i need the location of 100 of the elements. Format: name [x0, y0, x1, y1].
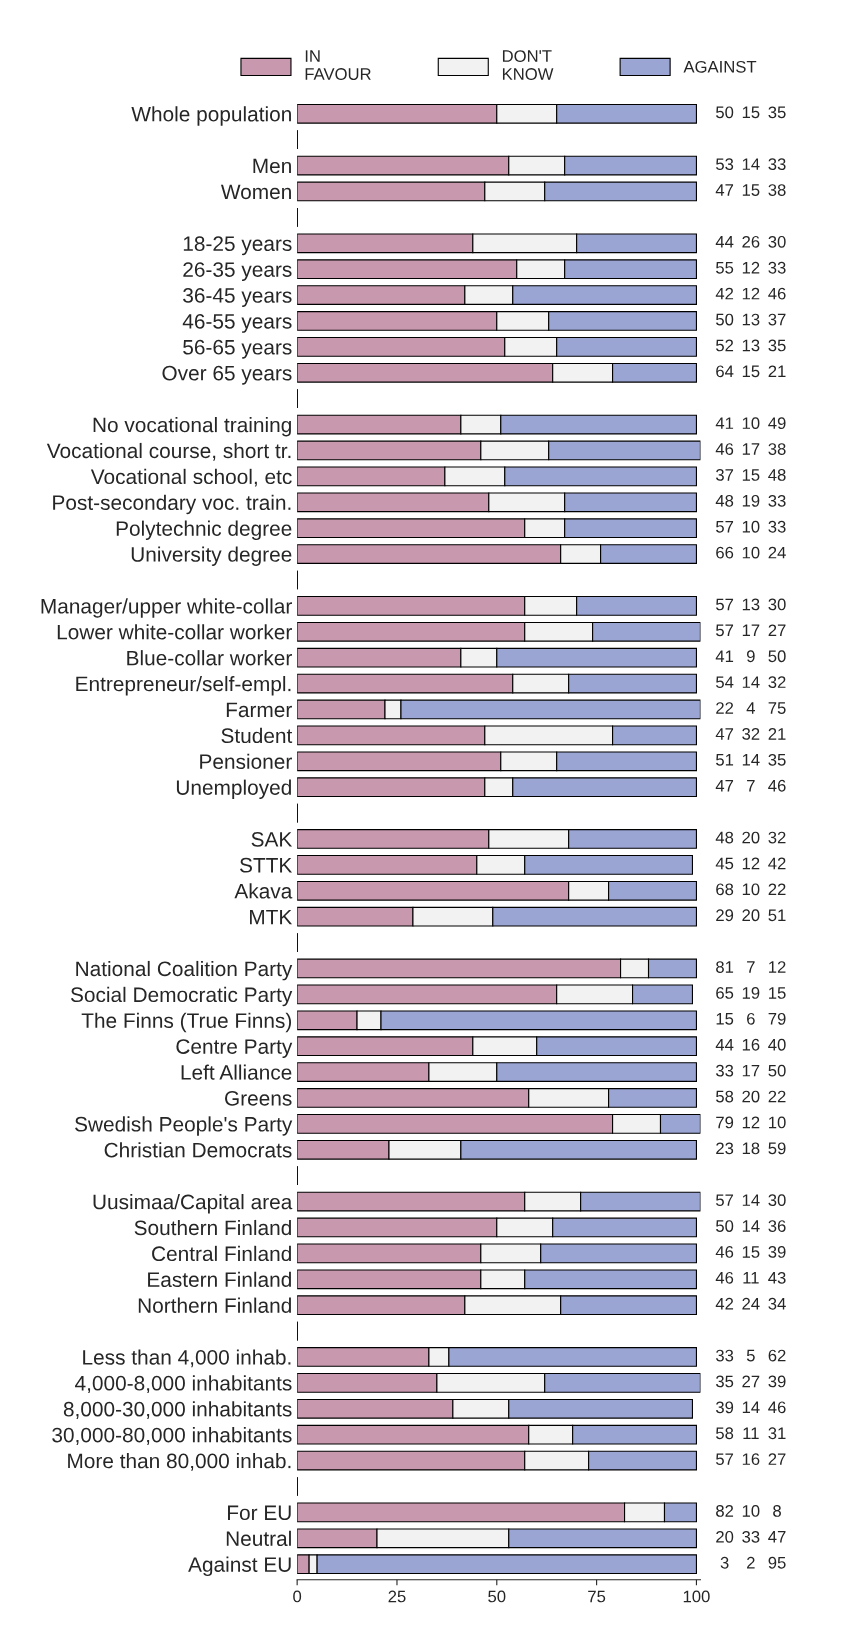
data-label: 42 — [715, 1297, 734, 1310]
data-label: 26 — [742, 235, 760, 248]
y-tick-label: Centre Party — [176, 1039, 293, 1059]
data-label: 45 — [715, 857, 734, 870]
y-tick-label: Swedish People's Party — [75, 1116, 293, 1136]
data-label: 14 — [742, 754, 760, 766]
data-label: 46 — [768, 287, 786, 300]
y-tick-label: Against EU — [188, 1556, 291, 1577]
data-label: 15 — [742, 365, 760, 378]
data-label: 48 — [715, 831, 734, 844]
data-label: 33 — [768, 520, 786, 533]
data-label: 49 — [768, 417, 786, 430]
y-tick-label: Southern Finland — [134, 1219, 291, 1236]
data-label: 23 — [716, 1142, 734, 1155]
y-tick-label: Unemployed — [176, 779, 291, 800]
data-label: 15 — [769, 987, 786, 999]
y-tick-label: 26-35 years — [183, 262, 292, 282]
data-label: 48 — [768, 469, 786, 481]
data-label: 46 — [715, 443, 734, 455]
data-label: 75 — [768, 702, 786, 714]
y-tick-label: Social Democratic Party — [70, 986, 293, 1007]
data-label: 39 — [715, 1401, 734, 1414]
data-label: 57 — [716, 598, 734, 611]
y-tick-label: 18-25 years — [183, 236, 292, 256]
data-label: 79 — [768, 1012, 786, 1025]
y-tick-label: Christian Democrats — [104, 1142, 292, 1158]
data-label: 22 — [716, 702, 734, 714]
data-label: 20 — [742, 909, 760, 922]
data-label: 44 — [715, 236, 734, 248]
y-tick-label: Student — [221, 727, 293, 744]
data-label: 12 — [742, 261, 760, 274]
data-label: 30 — [768, 598, 786, 611]
data-label: 20 — [742, 1090, 760, 1103]
x-tick-label: 100 — [683, 1590, 710, 1603]
y-tick-label: Pensioner — [200, 753, 292, 770]
y-tick-label: More than 80,000 inhab. — [68, 1453, 291, 1471]
data-label: 10 — [742, 520, 760, 533]
data-label: 20 — [742, 831, 760, 844]
y-tick-label: Entrepreneur/self-empl. — [76, 676, 291, 696]
data-label: 18 — [742, 1142, 760, 1155]
data-label: 31 — [768, 1427, 786, 1440]
data-label: 6 — [747, 1012, 755, 1025]
data-label: 32 — [742, 728, 760, 740]
data-label: 52 — [716, 339, 734, 352]
data-label: 15 — [742, 469, 760, 481]
data-label: 50 — [716, 313, 734, 326]
x-tick-label: 0 — [293, 1590, 302, 1603]
y-tick-label: Post-secondary voc. train. — [53, 494, 291, 515]
y-tick-label: Lower white-collar worker — [57, 624, 292, 640]
data-label: 51 — [716, 754, 734, 766]
data-label: 51 — [768, 909, 786, 922]
y-tick-label: Akava — [234, 883, 293, 899]
data-label: 17 — [742, 624, 760, 637]
data-label: 46 — [715, 1246, 734, 1258]
data-label: 15 — [742, 184, 760, 196]
y-tick-label: Vocational course, short tr. — [46, 442, 291, 461]
data-label: 16 — [742, 1038, 760, 1051]
data-label: 79 — [716, 1116, 734, 1129]
y-tick-label: 8,000-30,000 inhabitants — [63, 1401, 292, 1419]
y-tick-label: Men — [253, 158, 291, 174]
data-label: 54 — [716, 676, 734, 689]
data-label: 35 — [768, 106, 786, 119]
data-label: 59 — [768, 1142, 786, 1155]
data-label: 33 — [768, 261, 786, 274]
y-tick-label: 46-55 years — [182, 313, 292, 333]
data-label: 66 — [716, 546, 734, 559]
y-tick-label: Greens — [225, 1090, 292, 1106]
data-label: 27 — [742, 1375, 760, 1388]
data-label: 42 — [768, 857, 786, 870]
data-label: 95 — [768, 1556, 786, 1569]
y-tick-label: 56-65 years — [183, 339, 292, 359]
y-tick-label: Whole population — [131, 106, 291, 126]
data-label: 13 — [742, 598, 760, 611]
data-label: 19 — [742, 987, 760, 999]
data-label: 50 — [768, 650, 786, 663]
data-label: 15 — [716, 1013, 734, 1025]
y-tick-label: The Finns (True Finns) — [81, 1012, 292, 1033]
y-tick-label: Women — [220, 184, 291, 200]
data-label: 48 — [715, 494, 734, 507]
data-label: 53 — [716, 158, 734, 171]
data-label: 14 — [742, 1220, 760, 1232]
y-tick-label: Neutral — [226, 1530, 291, 1547]
data-label: 64 — [716, 365, 734, 378]
data-label: 36 — [768, 1220, 786, 1232]
data-label: 33 — [715, 1349, 734, 1362]
data-label: 30 — [768, 235, 786, 248]
y-tick-label: Northern Finland — [138, 1297, 291, 1313]
legend-label: AGAINST — [683, 60, 757, 73]
y-tick-label: Eastern Finland — [148, 1271, 291, 1288]
x-tick-label: 25 — [388, 1590, 406, 1603]
data-label: 17 — [742, 443, 760, 455]
y-tick-label: Manager/upper white-collar — [41, 598, 292, 618]
data-label: 12 — [742, 1116, 760, 1129]
data-label: 37 — [768, 313, 786, 326]
data-label: 17 — [742, 1064, 760, 1077]
data-label: 14 — [742, 1194, 760, 1206]
data-label: 4 — [746, 702, 755, 714]
y-tick-label: National Coalition Party — [76, 960, 293, 981]
data-label: 10 — [769, 1116, 786, 1129]
data-label: 12 — [742, 857, 760, 870]
